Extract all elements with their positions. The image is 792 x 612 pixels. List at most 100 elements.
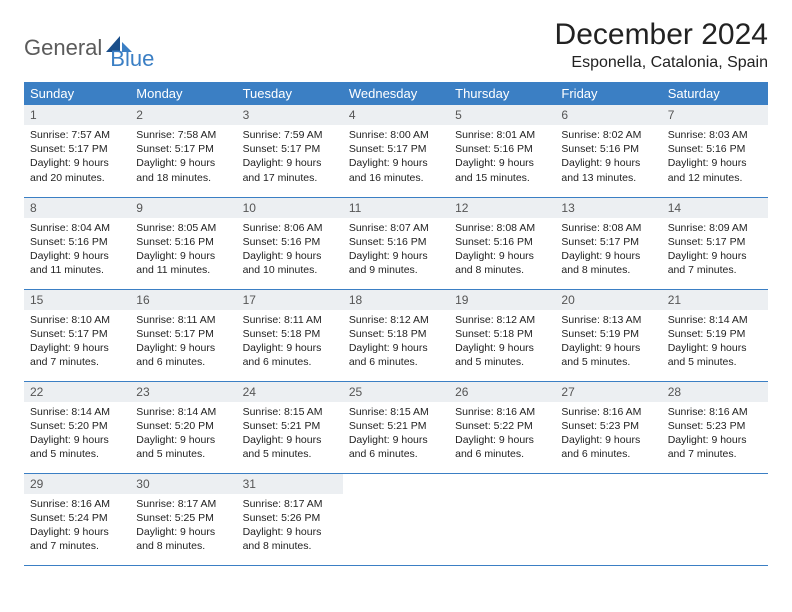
- day-number: 20: [555, 290, 661, 310]
- day-cell: 5Sunrise: 8:01 AMSunset: 5:16 PMDaylight…: [449, 105, 555, 197]
- day-number: 10: [237, 198, 343, 218]
- day-details: Sunrise: 7:59 AMSunset: 5:17 PMDaylight:…: [237, 125, 343, 191]
- day-details: Sunrise: 8:14 AMSunset: 5:20 PMDaylight:…: [130, 402, 236, 468]
- table-row: 8Sunrise: 8:04 AMSunset: 5:16 PMDaylight…: [24, 197, 768, 289]
- calendar-body: 1Sunrise: 7:57 AMSunset: 5:17 PMDaylight…: [24, 105, 768, 565]
- day-details: Sunrise: 8:11 AMSunset: 5:18 PMDaylight:…: [237, 310, 343, 376]
- day-number: 25: [343, 382, 449, 402]
- table-row: 1Sunrise: 7:57 AMSunset: 5:17 PMDaylight…: [24, 105, 768, 197]
- day-cell: 30Sunrise: 8:17 AMSunset: 5:25 PMDayligh…: [130, 473, 236, 565]
- day-number: 6: [555, 105, 661, 125]
- day-cell: 10Sunrise: 8:06 AMSunset: 5:16 PMDayligh…: [237, 197, 343, 289]
- day-number: 11: [343, 198, 449, 218]
- brand-logo: General Blue: [24, 24, 154, 72]
- day-cell: 28Sunrise: 8:16 AMSunset: 5:23 PMDayligh…: [662, 381, 768, 473]
- day-number: 7: [662, 105, 768, 125]
- day-details: Sunrise: 8:13 AMSunset: 5:19 PMDaylight:…: [555, 310, 661, 376]
- day-cell: 22Sunrise: 8:14 AMSunset: 5:20 PMDayligh…: [24, 381, 130, 473]
- day-number: 31: [237, 474, 343, 494]
- day-number: 5: [449, 105, 555, 125]
- day-details: Sunrise: 8:10 AMSunset: 5:17 PMDaylight:…: [24, 310, 130, 376]
- day-cell: 11Sunrise: 8:07 AMSunset: 5:16 PMDayligh…: [343, 197, 449, 289]
- day-cell: [343, 473, 449, 565]
- day-details: Sunrise: 8:11 AMSunset: 5:17 PMDaylight:…: [130, 310, 236, 376]
- day-details: Sunrise: 8:12 AMSunset: 5:18 PMDaylight:…: [449, 310, 555, 376]
- weekday-header: Sunday: [24, 82, 130, 105]
- day-number: 28: [662, 382, 768, 402]
- weekday-header: Thursday: [449, 82, 555, 105]
- day-cell: 15Sunrise: 8:10 AMSunset: 5:17 PMDayligh…: [24, 289, 130, 381]
- weekday-header: Tuesday: [237, 82, 343, 105]
- day-cell: [662, 473, 768, 565]
- day-cell: 8Sunrise: 8:04 AMSunset: 5:16 PMDaylight…: [24, 197, 130, 289]
- day-details: Sunrise: 8:04 AMSunset: 5:16 PMDaylight:…: [24, 218, 130, 284]
- day-cell: 6Sunrise: 8:02 AMSunset: 5:16 PMDaylight…: [555, 105, 661, 197]
- day-details: Sunrise: 8:08 AMSunset: 5:16 PMDaylight:…: [449, 218, 555, 284]
- table-row: 22Sunrise: 8:14 AMSunset: 5:20 PMDayligh…: [24, 381, 768, 473]
- day-number: 13: [555, 198, 661, 218]
- day-cell: 9Sunrise: 8:05 AMSunset: 5:16 PMDaylight…: [130, 197, 236, 289]
- day-details: Sunrise: 8:15 AMSunset: 5:21 PMDaylight:…: [237, 402, 343, 468]
- day-cell: 7Sunrise: 8:03 AMSunset: 5:16 PMDaylight…: [662, 105, 768, 197]
- weekday-header: Friday: [555, 82, 661, 105]
- day-cell: 31Sunrise: 8:17 AMSunset: 5:26 PMDayligh…: [237, 473, 343, 565]
- weekday-header: Wednesday: [343, 82, 449, 105]
- day-number: 29: [24, 474, 130, 494]
- day-details: Sunrise: 8:17 AMSunset: 5:25 PMDaylight:…: [130, 494, 236, 560]
- calendar-table: SundayMondayTuesdayWednesdayThursdayFrid…: [24, 82, 768, 566]
- location-subtitle: Esponella, Catalonia, Spain: [555, 54, 768, 72]
- header: General Blue December 2024 Esponella, Ca…: [24, 18, 768, 72]
- day-cell: 26Sunrise: 8:16 AMSunset: 5:22 PMDayligh…: [449, 381, 555, 473]
- day-details: Sunrise: 7:57 AMSunset: 5:17 PMDaylight:…: [24, 125, 130, 191]
- day-cell: 3Sunrise: 7:59 AMSunset: 5:17 PMDaylight…: [237, 105, 343, 197]
- day-number: 9: [130, 198, 236, 218]
- day-details: Sunrise: 8:16 AMSunset: 5:23 PMDaylight:…: [662, 402, 768, 468]
- title-block: December 2024 Esponella, Catalonia, Spai…: [555, 18, 768, 72]
- page-title: December 2024: [555, 18, 768, 52]
- day-details: Sunrise: 8:17 AMSunset: 5:26 PMDaylight:…: [237, 494, 343, 560]
- day-details: Sunrise: 8:16 AMSunset: 5:24 PMDaylight:…: [24, 494, 130, 560]
- day-details: Sunrise: 8:09 AMSunset: 5:17 PMDaylight:…: [662, 218, 768, 284]
- day-cell: 14Sunrise: 8:09 AMSunset: 5:17 PMDayligh…: [662, 197, 768, 289]
- day-details: Sunrise: 8:03 AMSunset: 5:16 PMDaylight:…: [662, 125, 768, 191]
- day-number: 2: [130, 105, 236, 125]
- weekday-header: Monday: [130, 82, 236, 105]
- day-cell: 2Sunrise: 7:58 AMSunset: 5:17 PMDaylight…: [130, 105, 236, 197]
- day-cell: 16Sunrise: 8:11 AMSunset: 5:17 PMDayligh…: [130, 289, 236, 381]
- day-details: Sunrise: 8:02 AMSunset: 5:16 PMDaylight:…: [555, 125, 661, 191]
- day-number: 21: [662, 290, 768, 310]
- day-cell: 1Sunrise: 7:57 AMSunset: 5:17 PMDaylight…: [24, 105, 130, 197]
- weekday-header-row: SundayMondayTuesdayWednesdayThursdayFrid…: [24, 82, 768, 105]
- table-row: 15Sunrise: 8:10 AMSunset: 5:17 PMDayligh…: [24, 289, 768, 381]
- day-number: 23: [130, 382, 236, 402]
- day-details: Sunrise: 8:14 AMSunset: 5:19 PMDaylight:…: [662, 310, 768, 376]
- day-number: 15: [24, 290, 130, 310]
- day-number: 22: [24, 382, 130, 402]
- day-details: Sunrise: 8:16 AMSunset: 5:23 PMDaylight:…: [555, 402, 661, 468]
- day-details: Sunrise: 8:16 AMSunset: 5:22 PMDaylight:…: [449, 402, 555, 468]
- day-details: Sunrise: 8:08 AMSunset: 5:17 PMDaylight:…: [555, 218, 661, 284]
- day-number: 17: [237, 290, 343, 310]
- day-number: 14: [662, 198, 768, 218]
- day-number: 4: [343, 105, 449, 125]
- day-details: Sunrise: 7:58 AMSunset: 5:17 PMDaylight:…: [130, 125, 236, 191]
- day-number: 1: [24, 105, 130, 125]
- day-cell: 17Sunrise: 8:11 AMSunset: 5:18 PMDayligh…: [237, 289, 343, 381]
- day-cell: 19Sunrise: 8:12 AMSunset: 5:18 PMDayligh…: [449, 289, 555, 381]
- day-cell: 4Sunrise: 8:00 AMSunset: 5:17 PMDaylight…: [343, 105, 449, 197]
- day-number: 18: [343, 290, 449, 310]
- table-row: 29Sunrise: 8:16 AMSunset: 5:24 PMDayligh…: [24, 473, 768, 565]
- brand-logo-general: General: [24, 35, 102, 61]
- day-number: 16: [130, 290, 236, 310]
- day-number: 30: [130, 474, 236, 494]
- day-details: Sunrise: 8:06 AMSunset: 5:16 PMDaylight:…: [237, 218, 343, 284]
- day-details: Sunrise: 8:01 AMSunset: 5:16 PMDaylight:…: [449, 125, 555, 191]
- day-cell: 27Sunrise: 8:16 AMSunset: 5:23 PMDayligh…: [555, 381, 661, 473]
- day-number: 12: [449, 198, 555, 218]
- day-cell: [449, 473, 555, 565]
- day-number: 27: [555, 382, 661, 402]
- day-number: 8: [24, 198, 130, 218]
- day-details: Sunrise: 8:00 AMSunset: 5:17 PMDaylight:…: [343, 125, 449, 191]
- day-cell: 21Sunrise: 8:14 AMSunset: 5:19 PMDayligh…: [662, 289, 768, 381]
- day-details: Sunrise: 8:14 AMSunset: 5:20 PMDaylight:…: [24, 402, 130, 468]
